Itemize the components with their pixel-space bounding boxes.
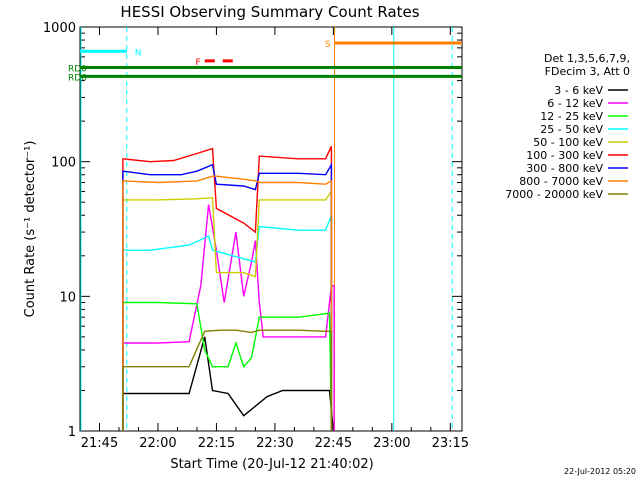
annotation-label: F xyxy=(196,58,201,68)
series-line xyxy=(122,204,335,431)
vertical-marker-lines xyxy=(80,27,453,431)
x-axis-ticks: 21:45 22:00 22:15 22:30 22:45 23:00 23:15 xyxy=(79,27,469,451)
legend-label: 100 - 300 keV xyxy=(526,149,603,162)
series-line xyxy=(122,301,333,432)
y-tick-label: 1 xyxy=(68,425,76,440)
series-line xyxy=(122,215,333,431)
legend-label: 300 - 800 keV xyxy=(526,162,603,175)
x-tick-label: 22:45 xyxy=(315,436,352,451)
plot-frame xyxy=(79,26,463,432)
x-tick-label: 23:15 xyxy=(432,436,469,451)
x-tick-label: 22:30 xyxy=(256,436,293,451)
legend-label: 50 - 100 keV xyxy=(533,136,603,149)
series-line xyxy=(122,146,333,431)
x-tick-label: 22:15 xyxy=(198,436,235,451)
legend-label: 25 - 50 keV xyxy=(540,123,603,136)
annotation-label: RD6 xyxy=(68,73,87,83)
legend-label: 7000 - 20000 keV xyxy=(505,188,603,201)
date-stamp: 22-Jul-2012 05:20 xyxy=(564,467,636,476)
series-line xyxy=(122,162,333,431)
x-tick-label: 22:00 xyxy=(139,436,176,451)
y-tick-label: 10 xyxy=(59,290,76,305)
x-axis-label: Start Time (20-Jul-12 21:40:02) xyxy=(170,457,373,472)
legend: Det 1,3,5,6,7,9,FDecim 3, Att 0 3 - 6 keV… xyxy=(505,52,630,201)
legend-label: 800 - 7000 keV xyxy=(519,175,603,188)
legend-header: Det 1,3,5,6,7,9, xyxy=(544,52,630,65)
series-line xyxy=(122,189,333,431)
annotation-label: S xyxy=(325,40,331,50)
annotation-label: N xyxy=(135,48,142,58)
series-line xyxy=(122,336,335,432)
chart-title: HESSI Observing Summary Count Rates xyxy=(120,3,419,21)
y-tick-label: 100 xyxy=(51,156,76,171)
annotation-label: RD0 xyxy=(68,65,87,75)
x-tick-label: 23:00 xyxy=(373,436,410,451)
legend-label: 12 - 25 keV xyxy=(540,110,603,123)
legend-header: FDecim 3, Att 0 xyxy=(545,65,630,78)
y-tick-label: 1000 xyxy=(43,21,76,36)
x-tick-label: 21:45 xyxy=(81,436,118,451)
series-line xyxy=(122,329,333,431)
series-line xyxy=(122,175,333,431)
y-axis-label: Count Rate (s⁻¹ detector⁻¹) xyxy=(23,141,38,318)
legend-label: 6 - 12 keV xyxy=(547,97,603,110)
legend-label: 3 - 6 keV xyxy=(554,84,603,97)
data-series xyxy=(122,146,335,432)
